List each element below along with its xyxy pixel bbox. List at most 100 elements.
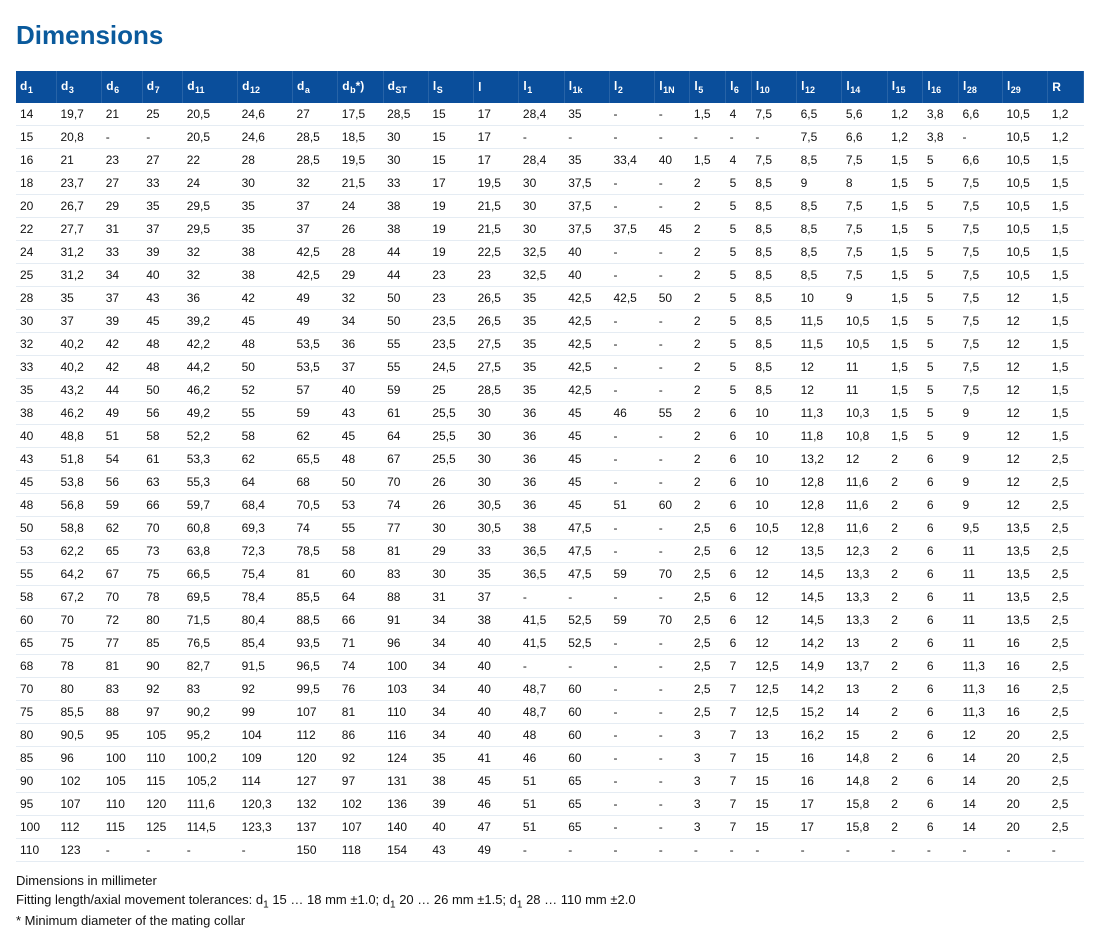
table-cell: 5 xyxy=(923,241,959,264)
table-cell: 37 xyxy=(56,310,101,333)
column-header: l1k xyxy=(564,71,609,103)
table-cell: 63,8 xyxy=(183,540,238,563)
table-cell: 30 xyxy=(519,195,564,218)
table-cell: 2 xyxy=(690,356,726,379)
table-cell: 14 xyxy=(16,103,56,126)
table-cell: 6 xyxy=(923,632,959,655)
table-cell: 120 xyxy=(293,747,338,770)
table-cell: 12 xyxy=(797,379,842,402)
table-cell: 6 xyxy=(923,747,959,770)
table-cell: - xyxy=(690,839,726,862)
table-cell: - xyxy=(655,724,690,747)
table-cell: 78,5 xyxy=(293,540,338,563)
table-cell: 2,5 xyxy=(1048,517,1084,540)
table-cell: - xyxy=(655,655,690,678)
table-cell: 39 xyxy=(102,310,142,333)
table-cell: 109 xyxy=(238,747,293,770)
table-cell: 2 xyxy=(887,655,923,678)
table-cell: 30 xyxy=(519,218,564,241)
table-cell: 2,5 xyxy=(1048,724,1084,747)
table-cell: 80,4 xyxy=(238,609,293,632)
table-cell: 80 xyxy=(142,609,182,632)
table-cell: 26,7 xyxy=(56,195,101,218)
table-cell: 2 xyxy=(887,678,923,701)
table-cell: 30 xyxy=(474,402,519,425)
table-cell: 36 xyxy=(519,494,564,517)
table-cell: 60,8 xyxy=(183,517,238,540)
table-cell: 59 xyxy=(293,402,338,425)
table-cell: 29,5 xyxy=(183,218,238,241)
table-cell: 35 xyxy=(519,379,564,402)
table-cell: 35 xyxy=(238,218,293,241)
table-cell: 2,5 xyxy=(690,701,726,724)
table-cell: 53,5 xyxy=(293,356,338,379)
table-cell: 5 xyxy=(923,425,959,448)
table-row: 3846,2495649,25559436125,530364546552610… xyxy=(16,402,1084,425)
table-cell: 6 xyxy=(726,402,752,425)
table-cell: 25 xyxy=(142,103,182,126)
table-cell: - xyxy=(609,172,654,195)
table-cell: 78 xyxy=(142,586,182,609)
table-row: 1520,8--20,524,628,518,5301517-------7,5… xyxy=(16,126,1084,149)
table-cell: 34 xyxy=(428,632,473,655)
table-cell: 70 xyxy=(16,678,56,701)
table-cell: 48 xyxy=(238,333,293,356)
table-cell: 12 xyxy=(751,586,796,609)
table-cell: - xyxy=(142,126,182,149)
table-cell: 38 xyxy=(238,264,293,287)
table-cell: 42,2 xyxy=(183,333,238,356)
table-cell: 11 xyxy=(958,540,1002,563)
table-cell: 92 xyxy=(338,747,383,770)
table-cell: 7 xyxy=(726,816,752,839)
table-cell: 13,5 xyxy=(1002,517,1047,540)
table-cell: 39 xyxy=(428,793,473,816)
table-cell: 2,5 xyxy=(1048,793,1084,816)
table-cell: 8,5 xyxy=(751,172,796,195)
table-row: 3340,2424844,25053,5375524,527,53542,5--… xyxy=(16,356,1084,379)
table-cell: 61 xyxy=(142,448,182,471)
table-cell: 110 xyxy=(16,839,56,862)
table-cell: 14,5 xyxy=(797,563,842,586)
table-cell: 1,5 xyxy=(887,333,923,356)
table-cell: - xyxy=(609,425,654,448)
table-cell: 80 xyxy=(56,678,101,701)
table-cell: - xyxy=(609,379,654,402)
table-cell: - xyxy=(609,241,654,264)
table-cell: 51 xyxy=(609,494,654,517)
table-cell: 136 xyxy=(383,793,428,816)
table-cell: 115 xyxy=(142,770,182,793)
table-cell: 15 xyxy=(16,126,56,149)
table-row: 4048,8515852,25862456425,5303645--261011… xyxy=(16,425,1084,448)
table-cell: 2,5 xyxy=(690,678,726,701)
table-cell: 45 xyxy=(338,425,383,448)
table-cell: 75,4 xyxy=(238,563,293,586)
table-cell: 9 xyxy=(797,172,842,195)
table-cell: 25,5 xyxy=(428,402,473,425)
table-cell: 8,5 xyxy=(751,195,796,218)
column-header: d11 xyxy=(183,71,238,103)
table-cell: 46,2 xyxy=(183,379,238,402)
table-cell: - xyxy=(609,195,654,218)
table-cell: 40 xyxy=(474,701,519,724)
table-cell: 2 xyxy=(887,494,923,517)
table-cell: 2 xyxy=(887,609,923,632)
table-cell: 20 xyxy=(1002,724,1047,747)
table-cell: 64 xyxy=(383,425,428,448)
table-cell: 23,5 xyxy=(428,333,473,356)
table-cell: - xyxy=(609,586,654,609)
table-cell: 6 xyxy=(923,471,959,494)
table-cell: 5 xyxy=(923,149,959,172)
table-cell: 83 xyxy=(383,563,428,586)
table-cell: - xyxy=(655,333,690,356)
table-cell: 27 xyxy=(293,103,338,126)
table-cell: 55 xyxy=(238,402,293,425)
table-cell: 10,5 xyxy=(1002,103,1047,126)
table-cell: 26,5 xyxy=(474,310,519,333)
table-cell: 2,5 xyxy=(1048,701,1084,724)
table-cell: 57 xyxy=(293,379,338,402)
table-cell: - xyxy=(238,839,293,862)
table-cell: 8,5 xyxy=(797,195,842,218)
table-cell: 83 xyxy=(183,678,238,701)
table-cell: 30 xyxy=(519,172,564,195)
table-cell: 50 xyxy=(238,356,293,379)
